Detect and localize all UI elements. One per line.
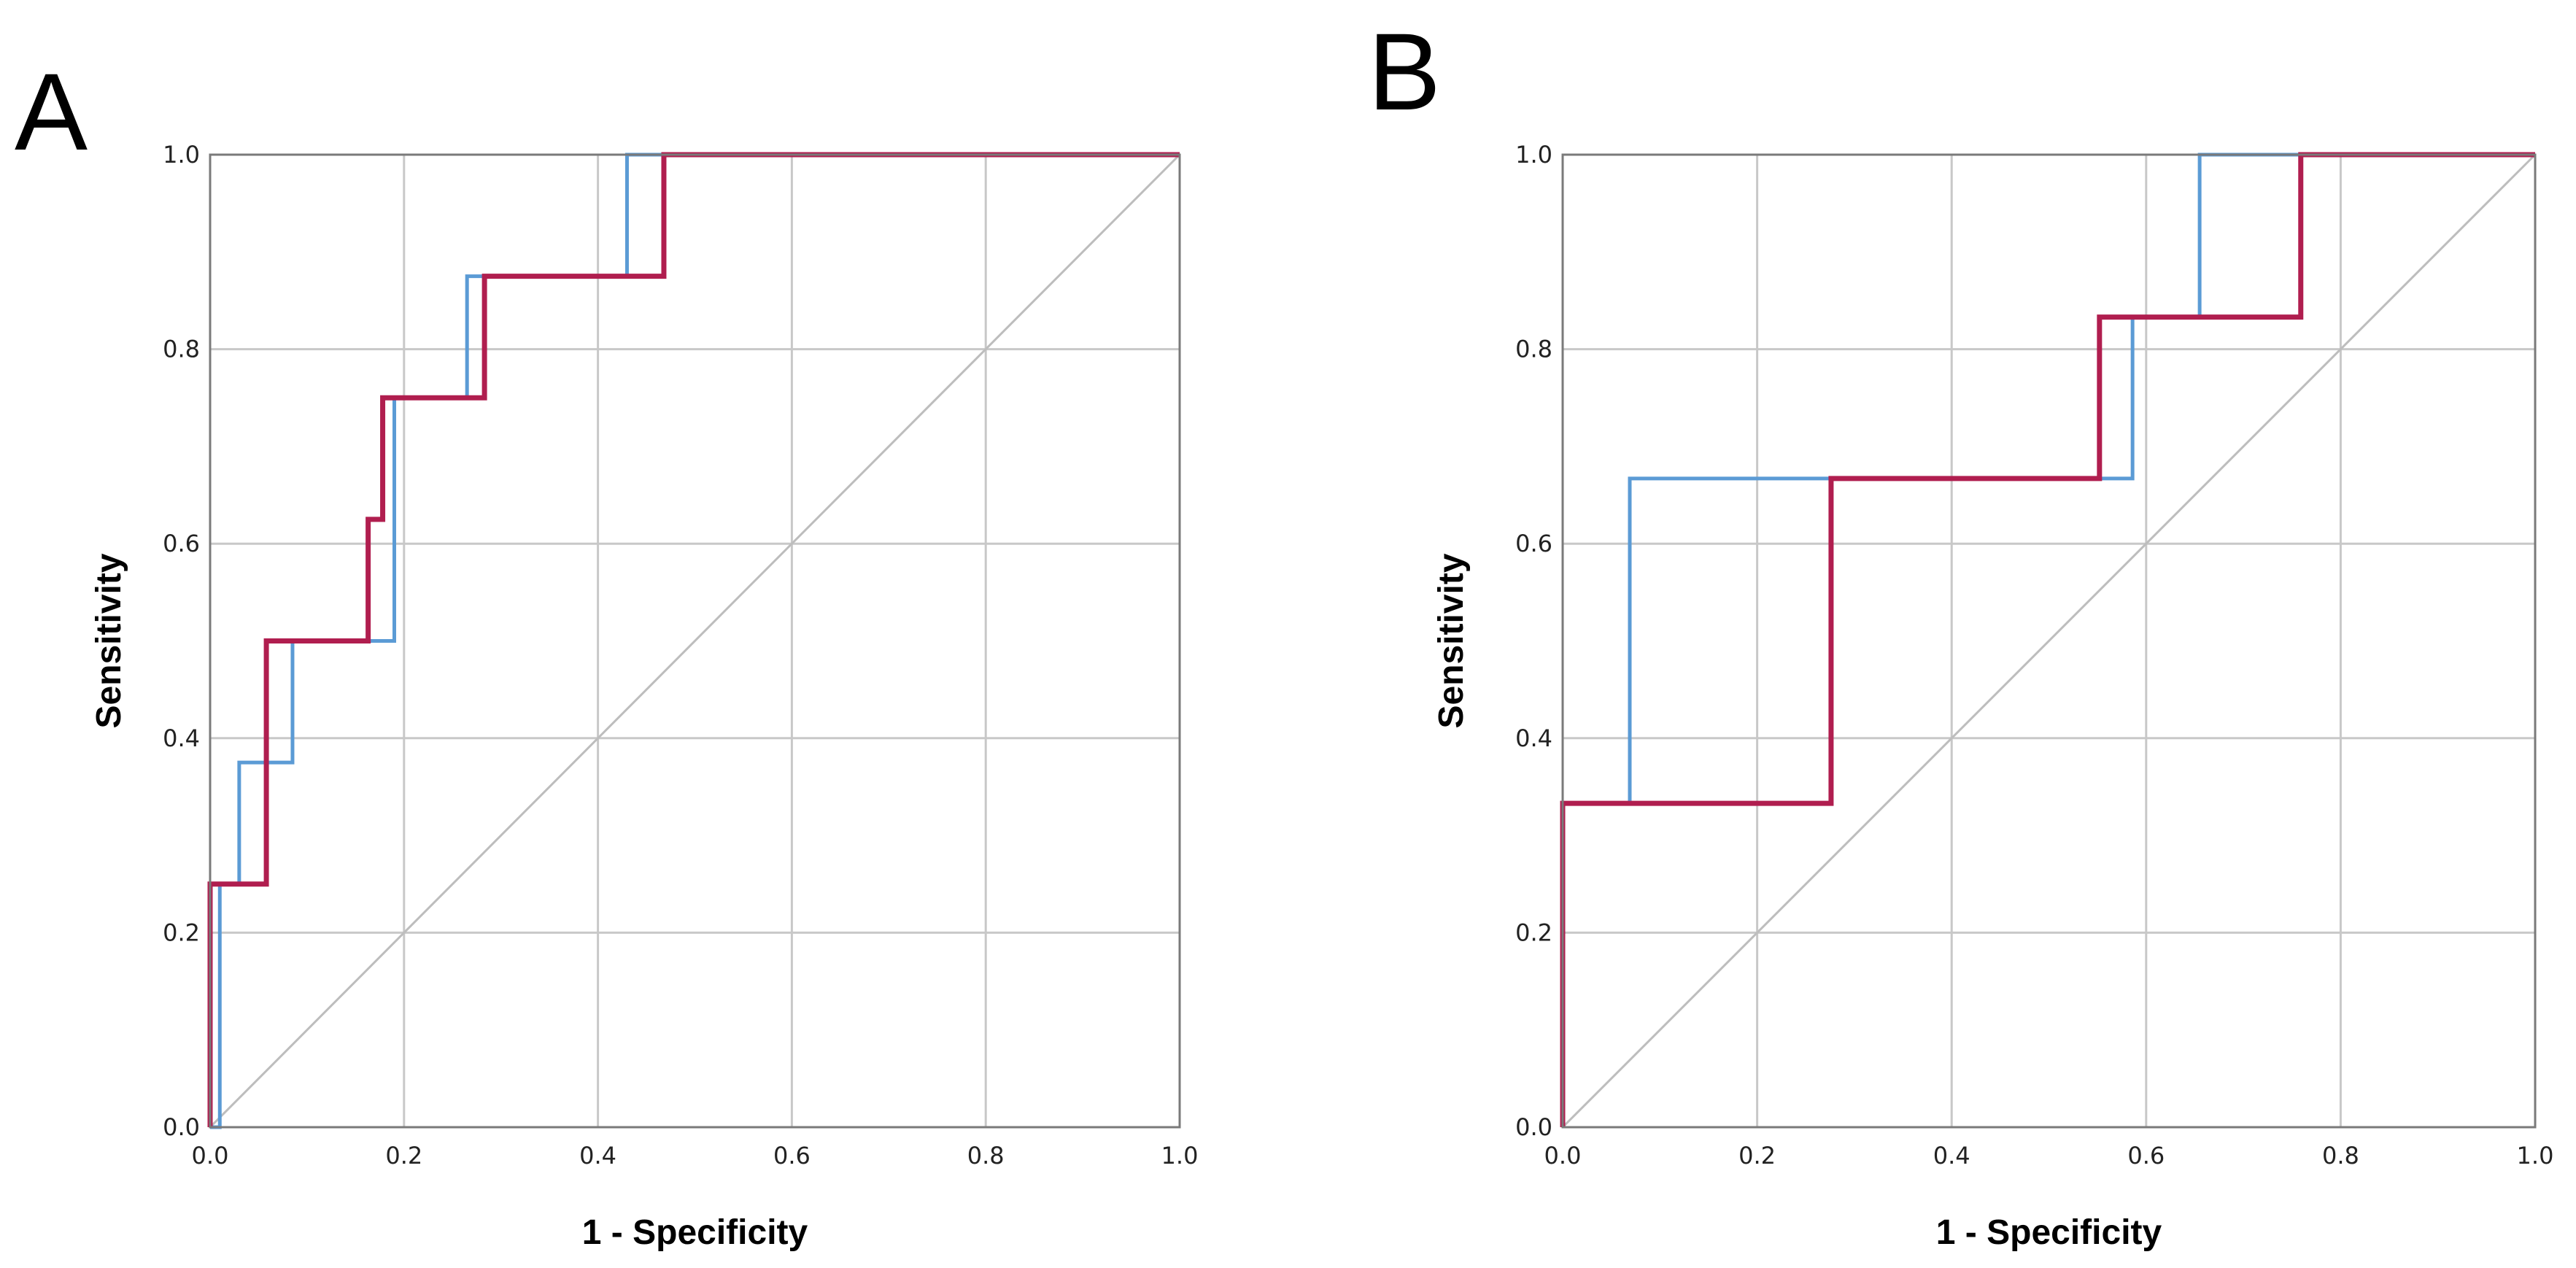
panel-a-y-axis-title: Sensitivity	[90, 553, 128, 728]
panel-b-y-axis-title: Sensitivity	[1432, 553, 1471, 728]
panel-a-reference-line	[209, 153, 1181, 1129]
panel-b-y-tick-3: 0.6	[1515, 530, 1552, 557]
panel-b-y-tick-4: 0.8	[1515, 336, 1552, 363]
panel-b: B 0.0 0.2 0.4 0.6 0.8 1.0 0.00.20.40.60.81.0 …	[1368, 10, 2553, 1252]
panel-a-series	[207, 152, 1180, 1129]
panel-b-x-tick-1: 0.2	[1738, 1142, 1776, 1170]
panel-a-x-tick-1: 0.2	[385, 1142, 422, 1170]
panel-b-x-tick-5: 1.0	[2517, 1142, 2554, 1170]
panel-a-x-tick-labels: 0.0 0.2 0.4 0.6 0.8 1.0	[192, 1142, 1199, 1170]
panel-a-x-axis-title: 1 - Specificity	[582, 1213, 808, 1252]
panel-b-x-tick-0: 0.0	[1544, 1142, 1582, 1170]
panel-b-x-axis-title: 1 - Specificity	[1936, 1213, 2162, 1252]
panel-a-x-tick-5: 1.0	[1161, 1142, 1199, 1170]
panel-label-a: A	[15, 50, 88, 173]
panel-b-x-tick-3: 0.6	[2127, 1142, 2165, 1170]
panel-b-y-tick-0: 0.0	[1515, 1113, 1552, 1141]
panel-b-y-tick-1: 0.2	[1515, 919, 1552, 946]
panel-b-series	[1560, 152, 2535, 1127]
panel-b-plot-frame	[1561, 153, 2537, 1129]
panel-b-series-red-line	[1560, 152, 2535, 1127]
panel-a-y-tick-5: 1.0	[163, 141, 200, 169]
panel-b-x-tick-labels: 0.0 0.2 0.4 0.6 0.8 1.0	[1544, 1142, 2554, 1170]
panel-a-x-tick-4: 0.8	[967, 1142, 1005, 1170]
panel-a-x-tick-0: 0.0	[192, 1142, 229, 1170]
panel-a-y-tick-4: 0.8	[163, 336, 200, 363]
panel-b-x-tick-2: 0.4	[1933, 1142, 1970, 1170]
panel-label-b: B	[1368, 10, 1441, 133]
panel-a-plot-frame	[209, 153, 1181, 1129]
panel-a-y-tick-labels: 0.0 0.2 0.4 0.6 0.8 1.0	[163, 141, 200, 1141]
panel-a-series-red-line	[207, 152, 1180, 1127]
panel-b-reference-line	[1561, 153, 2537, 1129]
panel-a-y-tick-3: 0.6	[163, 530, 200, 557]
panel-a-x-tick-3: 0.6	[773, 1142, 811, 1170]
panel-a-y-tick-2: 0.4	[163, 724, 200, 752]
panel-a-x-tick-2: 0.4	[579, 1142, 616, 1170]
panel-b-x-tick-4: 0.8	[2322, 1142, 2359, 1170]
panel-a-y-tick-1: 0.2	[163, 919, 200, 946]
panel-b-y-tick-5: 1.0	[1515, 141, 1552, 169]
panel-b-y-tick-labels: 0.0 0.2 0.4 0.6 0.8 1.0	[1515, 141, 1552, 1141]
panel-a: A 0.0 0.2 0.4 0.6 0.8 1.0 0.00.20.40.60.81.0 …	[15, 50, 1198, 1252]
panel-a-y-tick-0: 0.0	[163, 1113, 200, 1141]
panel-b-y-tick-2: 0.4	[1515, 724, 1552, 752]
